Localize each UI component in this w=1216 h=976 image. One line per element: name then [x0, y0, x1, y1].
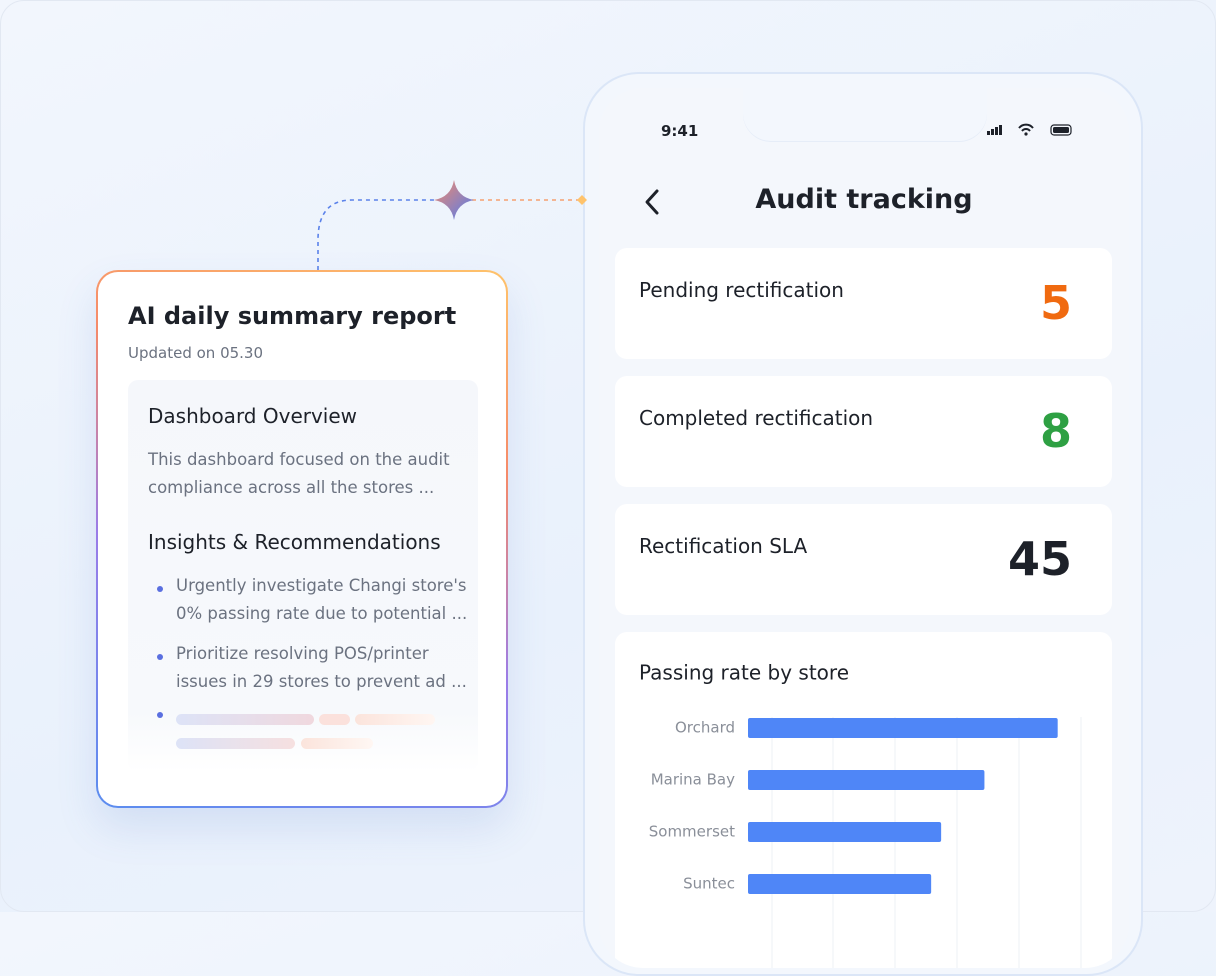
- status-icons: [987, 123, 1072, 136]
- y-tick-label: Orchard: [675, 719, 735, 737]
- insight: Urgently investigate Changi store's 0% p…: [176, 576, 468, 623]
- metric-label: Rectification SLA: [639, 534, 808, 558]
- overview-title: Dashboard Overview: [148, 404, 358, 428]
- screen: 9:41 Audit tracking Pending rectificatio…: [599, 88, 1129, 968]
- metric-label: Completed rectification: [639, 406, 874, 430]
- bar: [748, 822, 942, 842]
- status-time: 9:41: [661, 122, 699, 140]
- overview-text: This dashboard focused on the audit comp…: [148, 450, 450, 497]
- insight: Prioritize resolving POS/printer issues …: [176, 644, 467, 691]
- phone: 9:41 Audit tracking Pending rectificatio…: [583, 72, 1143, 976]
- notch: [743, 88, 987, 142]
- chart-title: Passing rate by store: [639, 661, 849, 685]
- report-updated: Updated on 05.30: [128, 344, 264, 362]
- report-body: Dashboard Overview This dashboard focuse…: [128, 380, 478, 772]
- insights-title: Insights & Recommendations: [148, 530, 441, 554]
- report-title: AI daily summary report: [128, 302, 457, 330]
- y-tick-label: Sommerset: [649, 823, 735, 841]
- bar: [748, 770, 985, 790]
- y-tick-label: Marina Bay: [651, 771, 735, 789]
- metric-card: Completed rectification 8: [615, 376, 1112, 487]
- y-tick-label: Suntec: [683, 875, 735, 893]
- metric-card: Pending rectification 5: [615, 248, 1112, 359]
- metric-value: 45: [1007, 532, 1072, 586]
- metric-value: 8: [1039, 404, 1072, 458]
- back-button[interactable]: [643, 188, 663, 216]
- connector: [317, 180, 587, 270]
- metric-card: Rectification SLA 45: [615, 504, 1112, 615]
- screen-title: Audit tracking: [755, 184, 973, 215]
- metric-label: Pending rectification: [639, 278, 844, 302]
- bar: [748, 874, 932, 894]
- metric-value: 5: [1039, 276, 1072, 330]
- report-card: AI daily summary report Updated on 05.30…: [96, 270, 508, 808]
- bar: [748, 718, 1058, 738]
